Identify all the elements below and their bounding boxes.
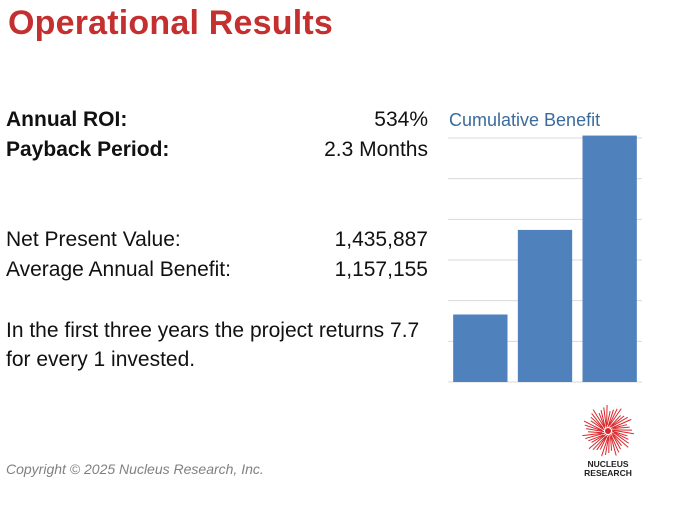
chart-bar [517,229,573,382]
avg-benefit-label: Average Annual Benefit: [6,258,231,281]
annual-roi-label: Annual ROI: [6,108,128,131]
npv-value: 1,435,887 [334,228,428,251]
logo-text-line2: RESEARCH [584,468,632,478]
annual-roi-row: Annual ROI: 534% [6,108,428,138]
starburst-icon [582,405,634,457]
roi-statement: In the first three years the project ret… [6,319,420,371]
nucleus-research-logo: NUCLEUS RESEARCH [575,402,641,482]
chart-bar [453,314,508,382]
payback-period-row: Payback Period: 2.3 Months [6,138,428,168]
chart-title: Cumulative Benefit [449,110,601,130]
payback-period-value: 2.3 Months [324,138,428,161]
copyright: Copyright © 2025 Nucleus Research, Inc. [6,461,264,477]
payback-period-label: Payback Period: [6,138,170,161]
annual-roi-value: 534% [374,108,428,131]
avg-benefit-value: 1,157,155 [334,258,428,281]
npv-row: Net Present Value: 1,435,887 [6,228,428,258]
npv-label: Net Present Value: [6,228,181,251]
avg-benefit-row: Average Annual Benefit: 1,157,155 [6,258,428,288]
cumulative-benefit-chart [448,135,642,383]
logo-text-line1: NUCLEUS [587,459,629,469]
page-title: Operational Results [8,4,333,42]
chart-bar [582,135,637,382]
